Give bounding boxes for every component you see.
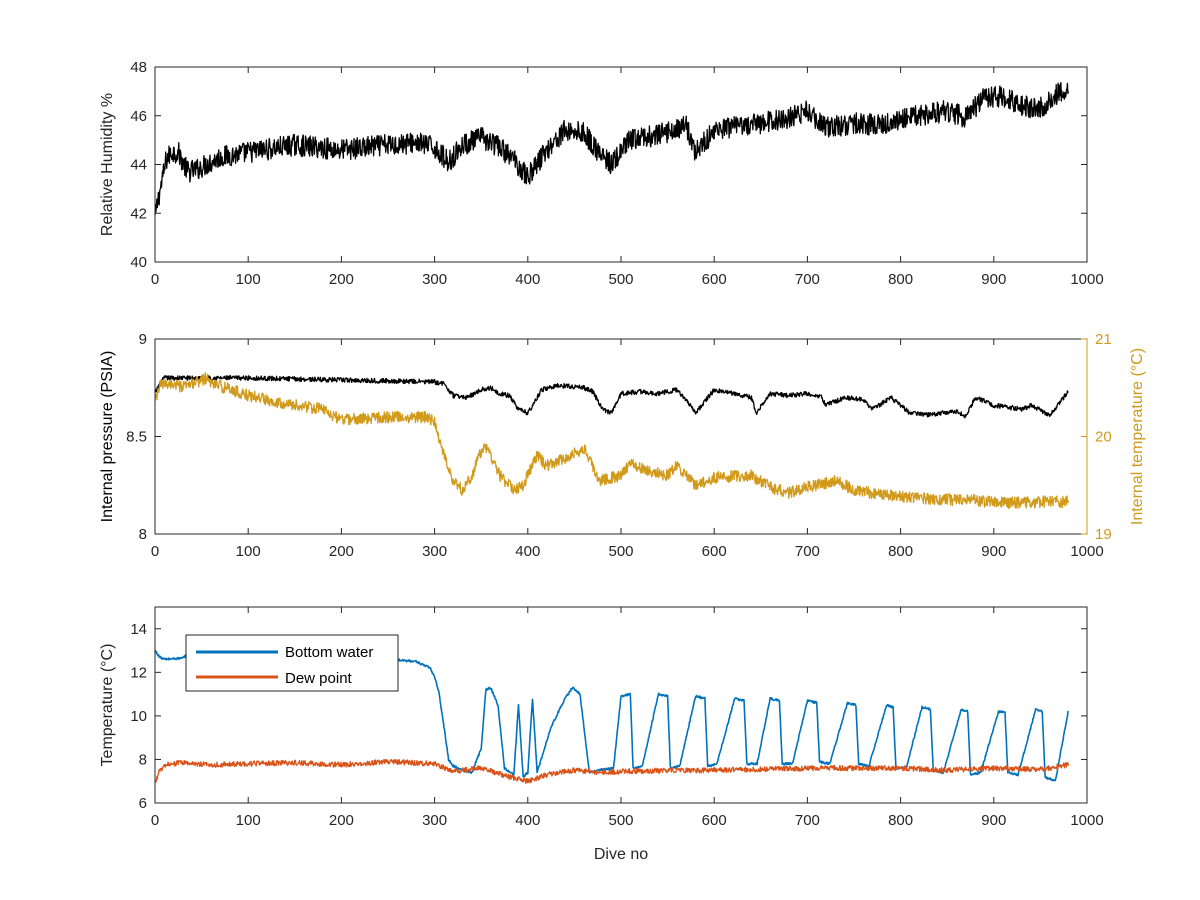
x-tick-label: 900 xyxy=(981,812,1006,829)
series-line-humidity-1 xyxy=(154,81,1070,216)
x-tick-label: 500 xyxy=(608,812,633,829)
series-line-temperature-2 xyxy=(154,758,1070,785)
x-tick-label: 600 xyxy=(702,812,727,829)
x-tick-label: 300 xyxy=(422,543,447,560)
humidity-y-axis-label: Relative Humidity % xyxy=(99,93,116,236)
x-tick-label: 100 xyxy=(236,543,261,560)
x-tick-label: 700 xyxy=(795,271,820,288)
x-tick-label: 600 xyxy=(702,271,727,288)
internal-temperature-y2-axis-label: Internal temperature (°C) xyxy=(1129,348,1146,525)
x-tick-label: 400 xyxy=(515,543,540,560)
series-line-pressure-1 xyxy=(154,375,1069,419)
panel-temperature: 0 100 200 300 400 500 600 700 800 900 1000 6 8 10 12 14… xyxy=(99,606,1104,863)
x-tick-label: 200 xyxy=(329,271,354,288)
x-tick-label: 900 xyxy=(981,543,1006,560)
humidity-ticks: 0 100 200 300 400 500 600 700 800 900 1000 40 42 44 46… xyxy=(130,59,1103,288)
x-tick-label: 300 xyxy=(422,271,447,288)
temperature-ticks: 0 100 200 300 400 500 600 700 800 900 1000 6 8 10 12 14 xyxy=(130,607,1104,829)
x-tick-label: 300 xyxy=(422,812,447,829)
y-tick-label: 9 xyxy=(139,331,147,348)
y-tick-label: 44 xyxy=(130,157,147,174)
pressure-y-axis-label: Internal pressure (PSIA) xyxy=(99,351,116,523)
x-tick-label: 200 xyxy=(329,543,354,560)
y-tick-label: 8 xyxy=(139,751,147,768)
humidity-plot-lines xyxy=(154,81,1070,216)
x-tick-label: 800 xyxy=(888,271,913,288)
series-line-pressure-2 xyxy=(154,372,1070,510)
y-tick-label: 8.5 xyxy=(126,429,147,446)
x-tick-label: 0 xyxy=(151,543,159,560)
x-tick-label: 0 xyxy=(151,271,159,288)
legend-box xyxy=(185,634,399,692)
y-tick-label: 8 xyxy=(139,526,147,543)
y2-tick-label: 21 xyxy=(1095,331,1112,348)
x-tick-label: 600 xyxy=(702,543,727,560)
y-tick-label: 14 xyxy=(130,621,147,638)
dive-no-x-axis-label: Dive no xyxy=(594,846,648,863)
x-tick-label: 900 xyxy=(981,271,1006,288)
y-tick-label: 40 xyxy=(130,254,147,271)
y-tick-label: 42 xyxy=(130,205,147,222)
pressure-plot-lines xyxy=(154,372,1070,510)
legend-label-dew-point: Dew point xyxy=(285,670,353,687)
x-tick-label: 500 xyxy=(608,271,633,288)
x-tick-label: 100 xyxy=(236,812,261,829)
y-tick-label: 46 xyxy=(130,108,147,125)
y2-tick-label: 20 xyxy=(1095,429,1112,446)
x-tick-label: 0 xyxy=(151,812,159,829)
y-tick-label: 6 xyxy=(139,795,147,812)
temperature-y-axis-label: Temperature (°C) xyxy=(99,644,116,767)
x-tick-label: 500 xyxy=(608,543,633,560)
x-tick-label: 700 xyxy=(795,543,820,560)
y-tick-label: 12 xyxy=(130,664,147,681)
x-tick-label: 200 xyxy=(329,812,354,829)
x-tick-label: 700 xyxy=(795,812,820,829)
panel-pressure-temperature: 0 100 200 300 400 500 600 700 800 900 1000 8 8.5 9 19 2… xyxy=(99,331,1146,560)
x-tick-label: 400 xyxy=(515,271,540,288)
legend: Bottom water Dew point xyxy=(185,634,399,692)
legend-label-bottom-water: Bottom water xyxy=(285,644,373,661)
x-tick-label: 1000 xyxy=(1070,812,1103,829)
x-tick-label: 400 xyxy=(515,812,540,829)
pressure-ticks: 0 100 200 300 400 500 600 700 800 900 1000 8 8.5 9 19 2… xyxy=(126,331,1112,560)
x-tick-label: 800 xyxy=(888,543,913,560)
y2-tick-label: 19 xyxy=(1095,526,1112,543)
x-tick-label: 1000 xyxy=(1070,543,1103,560)
x-tick-label: 800 xyxy=(888,812,913,829)
y-tick-label: 10 xyxy=(130,708,147,725)
x-tick-label: 1000 xyxy=(1070,271,1103,288)
x-tick-label: 100 xyxy=(236,271,261,288)
y-tick-label: 48 xyxy=(130,59,147,76)
panel-humidity: 0 100 200 300 400 500 600 700 800 900 1000 40 42 44 46… xyxy=(99,59,1104,288)
